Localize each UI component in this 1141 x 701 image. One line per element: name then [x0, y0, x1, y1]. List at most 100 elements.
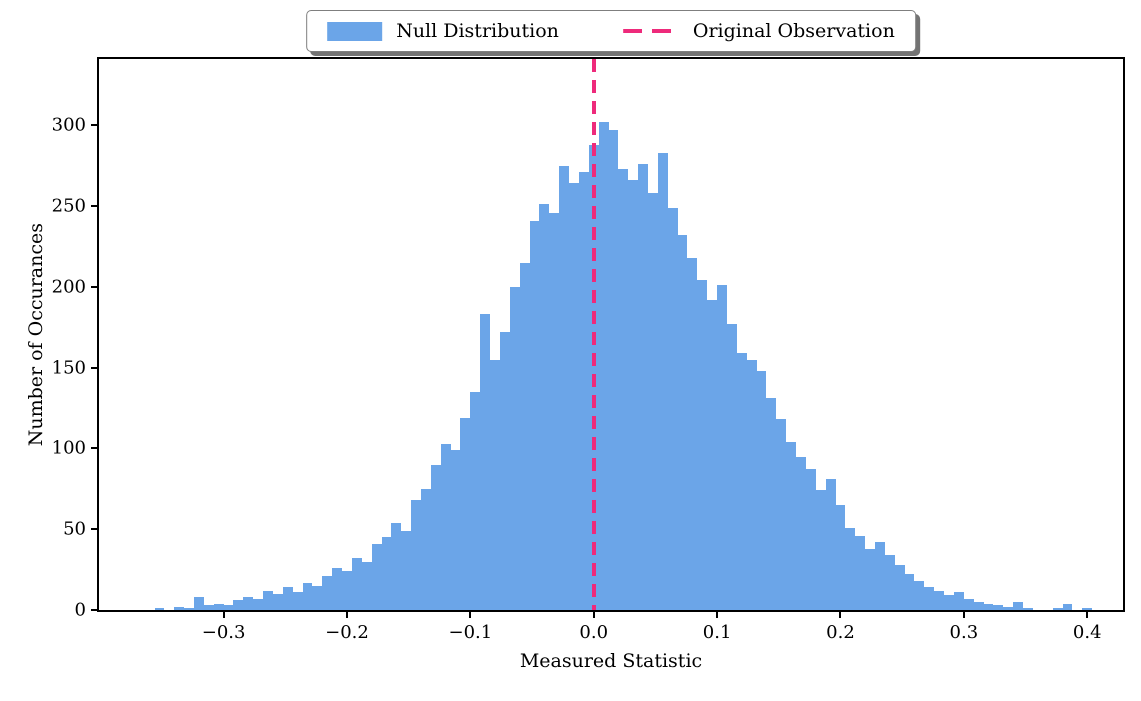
histogram-bar	[815, 490, 826, 610]
histogram-bar	[450, 450, 461, 610]
histogram-bar	[233, 600, 244, 610]
histogram-bar	[796, 456, 806, 610]
histogram-bar	[618, 168, 629, 610]
histogram-bar	[944, 595, 954, 610]
histogram-bar	[1082, 608, 1093, 610]
histogram-bar	[322, 576, 333, 610]
legend-label-original-observation: Original Observation	[692, 20, 895, 42]
histogram-bar	[677, 235, 688, 610]
histogram-bar	[184, 608, 194, 610]
histogram-bar	[845, 527, 856, 610]
histogram-bar	[628, 180, 639, 610]
histogram-bar	[440, 443, 451, 610]
histogram-bar	[539, 204, 550, 610]
histogram-bar	[401, 530, 412, 610]
histogram-bar	[312, 585, 323, 610]
histogram-bar	[578, 172, 589, 610]
histogram-bar	[1023, 608, 1033, 610]
y-axis-label: Number of Occurances	[25, 222, 47, 447]
x-tick	[345, 610, 348, 618]
histogram-bar	[993, 605, 1004, 610]
y-tick-label: 50	[63, 518, 86, 540]
histogram-bar	[263, 590, 273, 610]
original-observation-line	[591, 59, 596, 610]
plot-area: Null Distribution Original Observation M…	[25, 10, 1125, 672]
y-tick	[91, 528, 99, 531]
x-tick	[839, 610, 842, 618]
x-tick-label: 0.2	[826, 622, 855, 643]
histogram-bar	[371, 543, 382, 610]
histogram-bar	[766, 398, 777, 610]
x-tick-label: 0.1	[702, 622, 732, 643]
histogram-bar	[875, 542, 885, 610]
histogram-bar	[253, 598, 264, 610]
histogram-bar	[657, 152, 668, 610]
histogram-bar	[726, 324, 737, 610]
x-tick-label: −0.2	[325, 622, 369, 643]
x-tick	[592, 610, 595, 618]
histogram-bar	[549, 212, 560, 610]
histogram-bar	[193, 597, 204, 610]
histogram-bar	[648, 193, 658, 610]
histogram-bar	[687, 257, 698, 610]
y-axis-label-wrap: Number of Occurances	[25, 59, 47, 610]
histogram-bar	[480, 314, 491, 610]
histogram-bar	[430, 464, 441, 610]
histogram-bar	[963, 598, 974, 610]
histogram-bar	[884, 555, 895, 610]
histogram-bar	[391, 522, 402, 610]
histogram-bar	[855, 535, 866, 610]
histogram-bar	[904, 574, 915, 610]
null-distribution-swatch	[327, 21, 383, 41]
histogram-bar	[638, 164, 648, 610]
x-tick	[962, 610, 965, 618]
y-tick	[91, 285, 99, 288]
histogram-bar	[470, 391, 481, 610]
x-tick-label: 0.3	[949, 622, 979, 643]
y-tick-label: 100	[51, 437, 86, 459]
histogram-bar	[746, 359, 757, 610]
original-observation-swatch	[622, 29, 679, 33]
x-tick	[222, 610, 225, 618]
histogram-bar	[598, 122, 609, 610]
histogram-bar	[983, 603, 994, 610]
histogram-bar	[519, 262, 530, 610]
histogram-bar	[1062, 603, 1073, 610]
x-tick-label: 0.0	[579, 622, 609, 643]
y-tick	[91, 609, 99, 611]
x-tick	[716, 610, 719, 618]
histogram-bar	[411, 500, 421, 610]
x-tick-label: 0.4	[1072, 622, 1102, 643]
histogram-bar	[736, 353, 747, 610]
histogram-bar	[243, 597, 254, 610]
y-tick	[91, 124, 99, 127]
x-tick	[469, 610, 472, 618]
histogram-bar	[924, 587, 935, 610]
histogram-bar	[717, 285, 727, 610]
histogram-bar	[292, 592, 303, 610]
histogram-bar	[421, 488, 431, 610]
histogram-bar	[786, 441, 797, 610]
y-tick-label: 150	[51, 357, 86, 379]
histogram-bar	[529, 220, 540, 610]
histogram-bar	[332, 568, 343, 610]
histogram-bar	[835, 504, 846, 610]
histogram-bar	[509, 286, 520, 610]
histogram-bar	[223, 605, 234, 610]
histogram-bar	[697, 280, 708, 610]
histogram-bar	[381, 537, 392, 610]
legend: Null Distribution Original Observation	[306, 10, 916, 52]
histogram-bar	[934, 590, 945, 610]
histogram-bar	[707, 299, 718, 610]
histogram-bar	[272, 593, 283, 610]
y-tick-label: 200	[51, 276, 86, 298]
histogram-bar	[865, 548, 875, 610]
histogram-bar	[608, 130, 619, 610]
histogram-bar	[776, 419, 787, 610]
histogram-bar	[569, 183, 579, 610]
legend-label-null-distribution: Null Distribution	[396, 20, 559, 42]
x-tick-label: −0.3	[201, 622, 246, 643]
histogram-bar	[490, 359, 500, 610]
histogram-bar	[1003, 606, 1014, 610]
histogram-bar	[825, 479, 836, 610]
